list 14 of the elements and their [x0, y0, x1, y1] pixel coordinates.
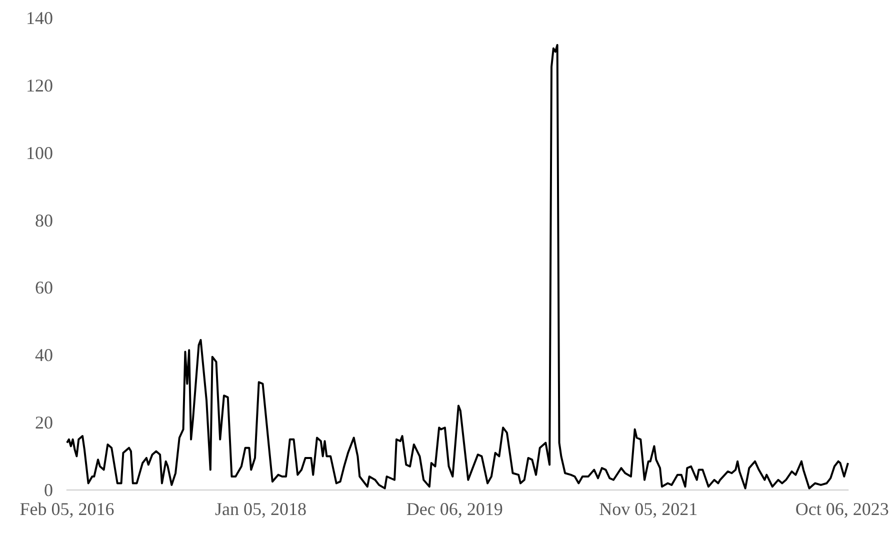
x-tick-label: Feb 05, 2016	[20, 499, 114, 519]
x-tick-label: Jan 05, 2018	[215, 499, 307, 519]
line-series	[66, 44, 849, 490]
y-tick-label: 80	[35, 210, 53, 230]
x-tick-label: Nov 05, 2021	[599, 499, 698, 519]
x-tick-label: Dec 06, 2019	[406, 499, 503, 519]
y-tick-label: 0	[44, 480, 53, 500]
y-tick-label: 20	[35, 412, 53, 433]
y-tick-label: 100	[26, 142, 53, 163]
y-tick-label: 60	[35, 278, 53, 298]
y-tick-label: 140	[26, 8, 53, 28]
y-tick-label: 120	[26, 75, 53, 96]
y-tick-label: 40	[35, 345, 53, 366]
x-tick-label: Oct 06, 2023	[795, 499, 889, 519]
